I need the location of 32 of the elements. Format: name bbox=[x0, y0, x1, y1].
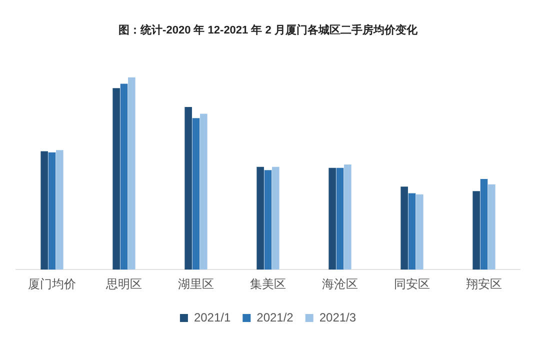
bar bbox=[48, 152, 56, 270]
bar bbox=[56, 150, 64, 270]
x-tick-label: 厦门均价 bbox=[28, 277, 76, 292]
legend-label: 2021/2 bbox=[256, 310, 294, 324]
bar bbox=[328, 168, 336, 270]
bar bbox=[256, 166, 264, 270]
bar bbox=[272, 166, 280, 270]
bar bbox=[192, 118, 200, 270]
bar bbox=[112, 88, 120, 270]
bar bbox=[472, 191, 480, 270]
bar bbox=[408, 193, 416, 270]
legend-label: 2021/1 bbox=[194, 310, 231, 324]
x-tick-label: 思明区 bbox=[105, 277, 142, 292]
bar bbox=[120, 84, 128, 270]
bar bbox=[416, 194, 424, 270]
chart-title: 图：统计-2020 年 12-2021 年 2 月厦门各城区二手房均价变化 bbox=[118, 24, 418, 37]
bar bbox=[40, 151, 48, 270]
bar bbox=[128, 77, 136, 270]
x-tick-label: 同安区 bbox=[394, 277, 430, 292]
bar bbox=[336, 168, 344, 270]
bar bbox=[480, 178, 488, 270]
x-tick-label: 集美区 bbox=[250, 277, 286, 292]
bar bbox=[184, 107, 192, 270]
bar bbox=[400, 186, 408, 270]
bar bbox=[200, 114, 208, 270]
bar bbox=[344, 164, 352, 270]
legend-label: 2021/3 bbox=[319, 310, 356, 324]
x-tick-label: 翔安区 bbox=[466, 277, 502, 292]
x-tick-label: 湖里区 bbox=[178, 277, 214, 292]
bar bbox=[488, 184, 496, 270]
bar bbox=[264, 170, 272, 270]
x-tick-label: 海沧区 bbox=[322, 277, 358, 292]
